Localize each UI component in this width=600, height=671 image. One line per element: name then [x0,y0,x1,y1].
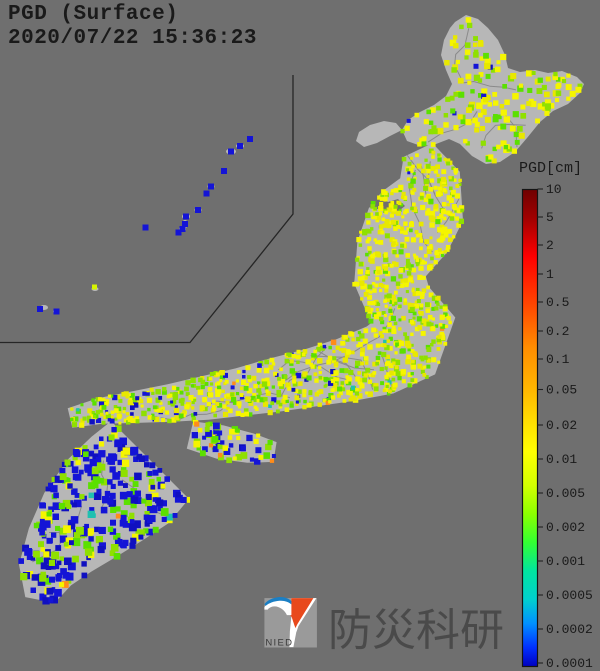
svg-text:0.0001: 0.0001 [546,656,593,671]
svg-text:NIED: NIED [265,638,293,649]
svg-text:防災科研: 防災科研 [328,594,504,658]
svg-text:0.05: 0.05 [546,383,577,398]
svg-text:0.0002: 0.0002 [546,622,593,637]
svg-text:0.002: 0.002 [546,520,585,535]
svg-text:0.5: 0.5 [546,295,569,310]
svg-text:0.0005: 0.0005 [546,588,593,603]
svg-text:0.001: 0.001 [546,554,585,569]
svg-text:0.02: 0.02 [546,418,577,433]
svg-text:0.1: 0.1 [546,352,570,367]
svg-text:1: 1 [546,267,554,282]
svg-text:0.01: 0.01 [546,452,577,467]
svg-text:5: 5 [546,210,554,225]
svg-text:10: 10 [546,182,562,197]
svg-text:0.2: 0.2 [546,324,569,339]
svg-text:0.005: 0.005 [546,486,585,501]
svg-text:2: 2 [546,238,554,253]
svg-text:PGD[cm]: PGD[cm] [519,160,582,177]
